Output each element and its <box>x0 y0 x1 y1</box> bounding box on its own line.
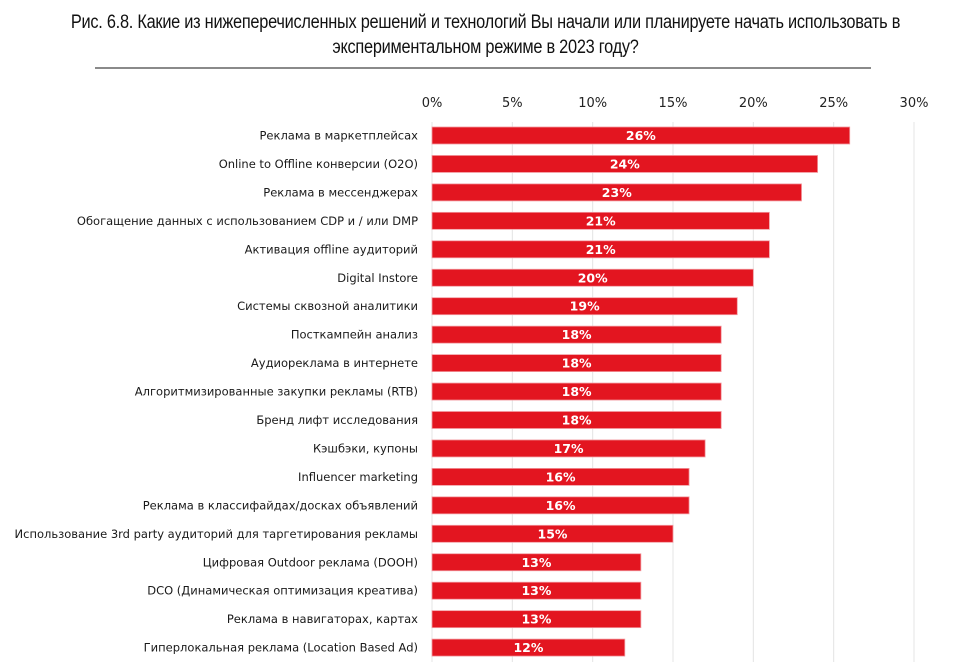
data-label: 18% <box>562 384 592 399</box>
category-label: Digital Instore <box>337 271 418 285</box>
x-tick-label: 30% <box>900 96 929 111</box>
bar <box>431 183 802 202</box>
category-label: Реклама в навигаторах, картах <box>227 612 418 626</box>
chart-title: Рис. 6.8. Какие из нижеперечисленных реш… <box>68 10 903 60</box>
bar <box>431 354 722 373</box>
bar <box>431 268 754 287</box>
data-label: 21% <box>586 213 616 228</box>
category-labels: Реклама в маркетплейсах Online to Offline… <box>15 129 419 655</box>
category-label: Influencer marketing <box>298 470 418 484</box>
x-tick-label: 0% <box>422 96 443 111</box>
category-label: Использование 3rd party аудиторий для та… <box>15 527 418 541</box>
data-label: 16% <box>546 498 576 513</box>
bar <box>431 411 722 429</box>
x-tick-label: 10% <box>578 96 607 111</box>
category-label: Алгоритмизированные закупки рекламы (RTB… <box>135 385 418 399</box>
data-label: 13% <box>521 583 551 598</box>
data-label: 17% <box>554 441 584 456</box>
data-labels: 26% 24% 23% 21% 21% 20% 19% 18% 18% 18% 18% 17% 16% 1… <box>513 128 656 655</box>
bar <box>431 553 642 572</box>
category-label: Online to Offline конверсии (O2O) <box>219 157 418 171</box>
bar <box>431 297 738 316</box>
bar <box>431 155 819 173</box>
data-label: 16% <box>546 469 576 484</box>
data-label: 18% <box>562 327 592 342</box>
category-label: Активация offline аудиторий <box>245 242 418 256</box>
bar <box>431 382 722 401</box>
x-tick-label: 20% <box>739 96 768 111</box>
data-label: 18% <box>562 356 592 371</box>
category-label: Реклама в мессенджерах <box>263 185 418 199</box>
bar <box>431 240 770 259</box>
bar <box>431 524 674 543</box>
data-label: 12% <box>513 640 543 655</box>
category-label: Посткампейн анализ <box>291 328 418 342</box>
data-label: 21% <box>586 242 616 257</box>
category-label: Обогащение данных с использованием CDP и… <box>77 214 418 228</box>
data-label: 19% <box>570 299 600 314</box>
data-label: 13% <box>521 612 551 627</box>
bar <box>431 610 642 629</box>
category-label: Реклама в классифайдах/досках объявлений <box>143 498 418 512</box>
data-label: 13% <box>521 555 551 570</box>
x-axis-tick-labels: 0% 5% 10% 15% 20% 25% 30% <box>422 96 929 111</box>
chart-title-line-2: экспериментальном режиме в 2023 году? <box>332 37 639 58</box>
category-label: Цифровая Outdoor реклама (DOOH) <box>203 555 418 569</box>
bar <box>431 325 722 344</box>
data-label: 18% <box>562 413 592 428</box>
category-label: Системы сквозной аналитики <box>237 299 418 313</box>
category-label: Аудиореклама в интернете <box>251 356 418 370</box>
category-label: DCO (Динамическая оптимизация креатива) <box>147 584 418 598</box>
data-label: 24% <box>610 156 640 171</box>
x-tick-label: 5% <box>502 96 523 111</box>
bars <box>431 126 851 657</box>
bar <box>431 467 690 486</box>
bar <box>431 439 706 458</box>
data-label: 23% <box>602 185 632 200</box>
bar <box>431 126 851 145</box>
title-divider <box>95 67 871 69</box>
data-label: 15% <box>538 526 568 541</box>
data-label: 20% <box>578 270 608 285</box>
chart-title-line-1: Рис. 6.8. Какие из нижеперечисленных реш… <box>70 12 901 33</box>
bar <box>431 581 642 600</box>
category-label: Бренд лифт исследования <box>256 413 418 427</box>
data-label: 26% <box>626 128 656 143</box>
category-label: Гиперлокальная реклама (Location Based A… <box>144 641 418 655</box>
x-tick-label: 15% <box>659 96 688 111</box>
bar <box>431 211 770 230</box>
category-label: Кэшбэки, купоны <box>313 441 418 455</box>
category-label: Реклама в маркетплейсах <box>259 129 418 143</box>
bar <box>431 638 626 657</box>
x-tick-label: 25% <box>819 96 848 111</box>
bar <box>431 496 690 515</box>
